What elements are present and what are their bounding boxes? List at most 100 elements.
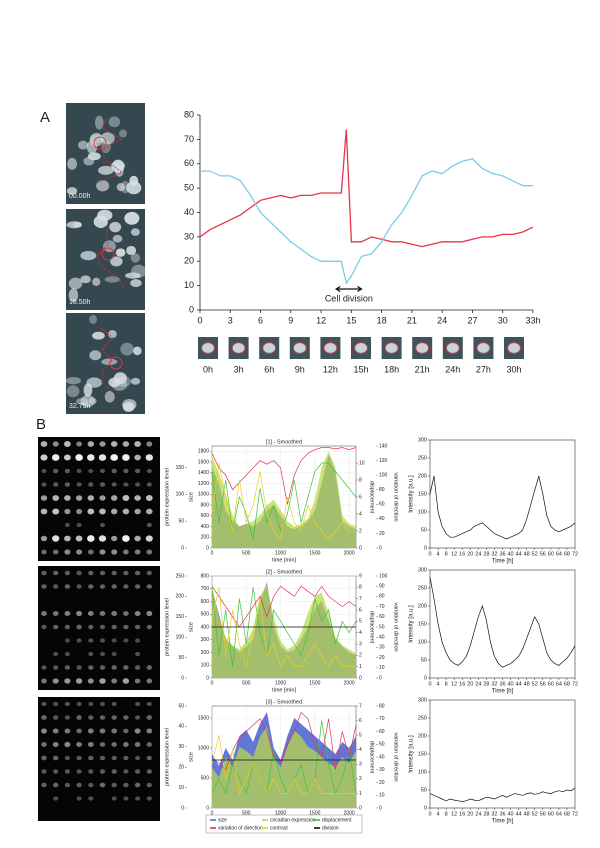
spot [53,482,59,487]
spot [40,535,48,542]
axis-label: variation of direction [393,732,399,781]
axis-tick-label: 400 [201,624,210,630]
spot [135,482,141,487]
x-tick-label: 15 [346,315,356,325]
spot [122,494,130,502]
spot [99,678,106,684]
spot [134,468,141,474]
x-tick-label: 24 [475,551,481,557]
spot [111,742,117,747]
x-tick-label: 24 [475,811,481,817]
axis-label: protein expression level [164,598,170,656]
axis-tick-label: 800 [201,573,210,579]
spot [75,678,83,684]
spot [87,728,94,734]
x-tick-label: 6 [258,315,263,325]
trajectory [96,223,125,290]
cell [96,180,110,192]
axis-tick-label: 6 [359,718,362,724]
spot [41,678,47,684]
spot [87,454,95,461]
spot [134,535,141,542]
spot [123,782,129,788]
spot [99,624,106,630]
spot [98,454,107,461]
axis-tick-label: 6 [359,494,362,500]
series-line [199,129,534,248]
cell [68,288,79,302]
x-tick-label: 52 [532,811,538,817]
spot [76,482,82,487]
axis-tick-label: 9 [359,573,362,579]
y-axis-label: Intensity [a.u.] [409,605,415,643]
axis-tick-label: 3 [359,641,362,647]
cell [109,221,122,233]
thumbnail-cell [416,343,429,353]
spot [99,441,106,447]
thumbnail-label: 12h [323,364,338,374]
y-tick-label: 200 [418,473,427,479]
x-axis-label: Time [h] [492,559,514,565]
axis-tick-label: 50 [178,518,184,524]
x-tick-label: 32 [491,681,497,687]
spot [146,508,153,515]
axis-tick-label: 140 [379,443,388,449]
spot [134,769,141,774]
cell [92,331,105,340]
spot [41,468,47,474]
axis-tick-label: 500 [201,612,210,618]
spot [64,782,71,788]
spot [99,715,106,720]
axis-tick-label: 1000 [198,492,209,498]
spot [134,610,141,617]
legend [205,814,363,834]
cell [126,245,137,256]
thumbnail-cell [508,343,520,353]
thumbnail-label: 3h [234,364,244,374]
x-tick-label: 20 [467,811,473,817]
spot [123,584,129,589]
cell [77,140,89,150]
spot [52,495,60,501]
spot [110,508,118,515]
cell [126,181,142,195]
spot [123,755,129,761]
timestamp: 32.75h [69,403,91,410]
x-tick-label: 1000 [275,550,286,556]
spot [64,665,71,670]
spot [146,468,152,474]
cell [83,156,95,166]
spot [146,584,153,589]
spot [40,495,48,501]
spot [53,651,59,657]
spot [41,701,47,707]
axis-tick-label: 0 [181,675,184,681]
y-tick-label: 150 [418,751,427,757]
cell [116,183,126,192]
x-tick-label: 12 [451,551,457,557]
y-tick-label: 300 [418,697,427,703]
spot [76,549,83,555]
axis-label: protein expression level [164,468,170,526]
cell [86,377,103,388]
x-tick-label: 44 [516,681,522,687]
axis-tick-label: 6 [359,607,362,613]
y-tick-label: 70 [184,134,194,144]
spot [52,535,60,542]
cell [89,350,102,361]
spot [122,678,130,684]
spot [76,742,82,747]
y-tick-label: 50 [421,657,427,663]
spot [75,495,83,501]
spot [111,482,117,487]
axis-tick-label: 600 [201,599,210,605]
axis-tick-label: 2 [359,528,362,534]
x-tick-label: 27 [467,315,477,325]
x-tick-label: 16 [459,811,465,817]
y-tick-label: 150 [418,491,427,497]
x-tick-label: 0 [428,811,431,817]
x-tick-label: 40 [507,811,513,817]
thumbnail-outline [231,342,246,354]
spot [146,742,153,747]
axis-tick-label: 120 [379,458,388,464]
